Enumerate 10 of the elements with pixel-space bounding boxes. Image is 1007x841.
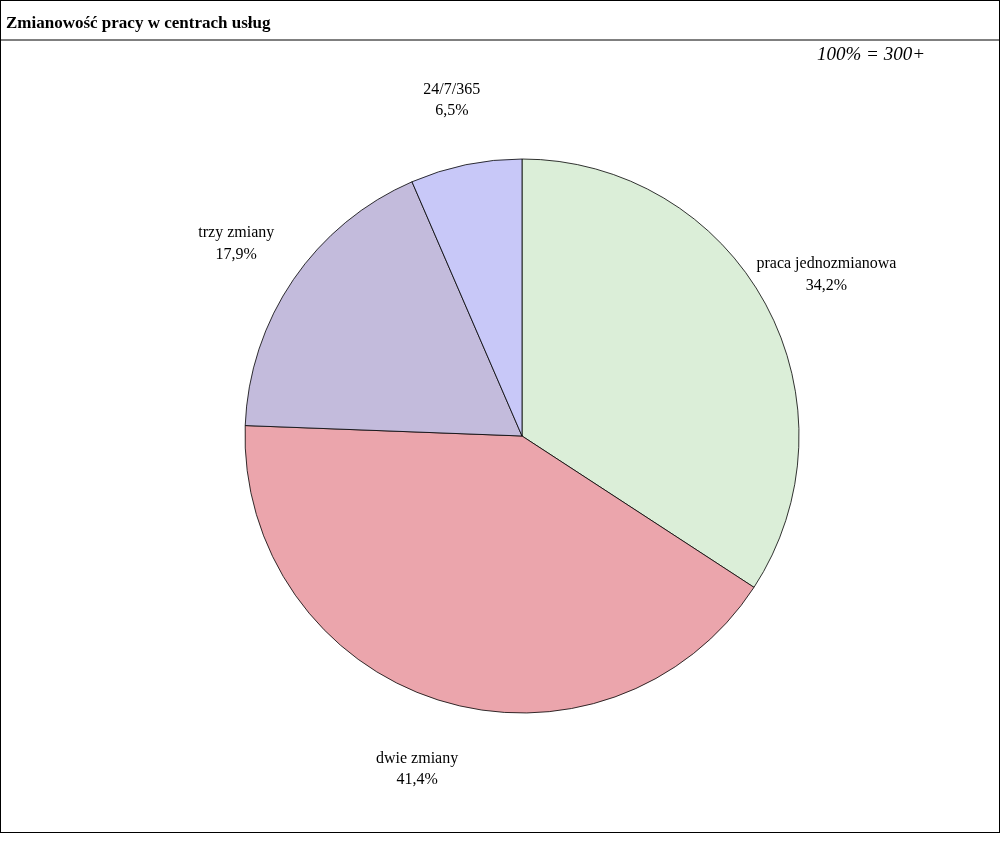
data-label: 6,5% [435,101,469,119]
data-label: 34,2% [805,275,848,293]
chart-title: Zmianowość pracy w centrach usług [6,13,271,32]
data-label: 41,4% [396,770,438,788]
slice-label: dwie zmiany [375,748,459,767]
slice-label: praca jednozmianowa [756,253,897,272]
text: 100% = 300+ [817,43,925,64]
slice-label: trzy zmiany [198,223,275,242]
slice-label: 24/7/365 [423,79,481,97]
data-label: 17,9% [215,244,257,262]
